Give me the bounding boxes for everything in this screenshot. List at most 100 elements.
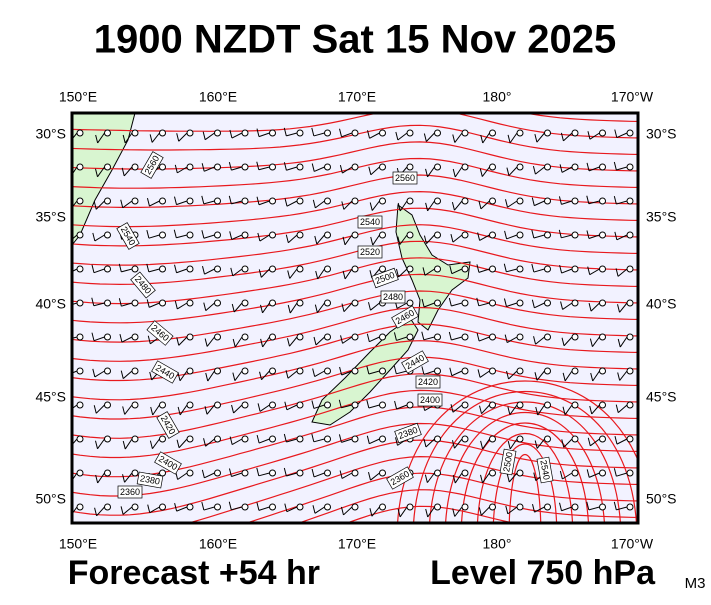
barb-flag (118, 298, 122, 307)
title: 1900 NZDT Sat 15 Nov 2025 (94, 18, 616, 62)
barb-shaft (509, 404, 518, 415)
barb-shaft (316, 302, 325, 313)
barb-shaft (342, 166, 353, 174)
station (159, 163, 166, 171)
station (104, 197, 111, 205)
barb-shaft (289, 302, 298, 314)
station (626, 367, 634, 375)
low-contour (461, 422, 589, 523)
barb-shaft (371, 506, 380, 517)
barb-flag (311, 127, 315, 137)
barb-flag (260, 304, 264, 313)
barb-shaft (286, 506, 298, 513)
barb-shaft (204, 132, 215, 141)
barb-flag (68, 169, 70, 177)
wind-barb (256, 502, 276, 511)
map-content (68, 113, 638, 523)
wind-barb (228, 468, 249, 477)
wind-barb (369, 197, 386, 211)
station (599, 401, 606, 409)
barb-shaft (561, 234, 573, 239)
barb-shaft (564, 404, 573, 416)
barb-flag (451, 202, 455, 211)
station (76, 503, 84, 511)
barb-shaft (94, 234, 105, 242)
barb-shaft (452, 234, 463, 243)
station (159, 435, 166, 443)
barb-flag (68, 202, 70, 210)
wind-barb (287, 265, 304, 279)
contour (72, 340, 638, 401)
barb-shaft (122, 506, 133, 515)
barb-flag (423, 235, 427, 244)
wind-barb (451, 197, 469, 211)
barb-flag (312, 368, 316, 377)
wind-barb (228, 501, 249, 511)
barb-shaft (563, 336, 573, 347)
wind-barb (283, 433, 304, 443)
station (214, 435, 221, 443)
barb-flag (395, 437, 399, 446)
barb-shaft (369, 336, 380, 343)
barb-shaft (178, 132, 188, 142)
barb-flag (287, 304, 291, 314)
wind-barb (342, 265, 359, 280)
barb-flag (122, 474, 126, 483)
barb-flag (452, 508, 456, 517)
barb-flag (176, 133, 180, 142)
wind-barb (338, 399, 359, 409)
barb-flag (425, 202, 429, 212)
station (131, 435, 139, 443)
wind-barb (559, 502, 579, 512)
barb-shaft (590, 302, 600, 312)
barb-flag (477, 232, 481, 241)
low-contour (413, 391, 637, 523)
barb-shaft (121, 336, 133, 343)
barb-flag (506, 370, 510, 380)
wind-barb (312, 197, 331, 209)
barb-flag (532, 165, 536, 175)
barb-flag (614, 129, 618, 138)
barb-shaft (617, 404, 628, 413)
station (516, 197, 524, 205)
barb-shaft (561, 506, 573, 512)
wind-barb (72, 265, 84, 273)
station (324, 367, 331, 375)
station (296, 299, 304, 307)
station (544, 129, 551, 137)
contour-label: 2500 (371, 267, 399, 289)
station (599, 197, 606, 205)
wind-barb (204, 333, 221, 347)
barb-shaft (176, 506, 188, 512)
station (571, 401, 579, 409)
station (379, 231, 386, 239)
barb-flag (479, 168, 483, 177)
wind-barb (590, 367, 606, 382)
barb-flag (393, 332, 397, 341)
barb-flag (617, 372, 621, 381)
barb-flag (533, 336, 537, 345)
wind-barb (231, 299, 249, 313)
barb-flag (314, 304, 318, 313)
wind-barb (229, 231, 249, 240)
wind-barb (93, 401, 111, 414)
station (571, 265, 579, 273)
barb-shaft (206, 336, 215, 347)
barb-shaft (537, 404, 545, 416)
barb-flag (476, 332, 480, 342)
barb-shaft (231, 132, 243, 139)
wind-barb (286, 333, 304, 347)
wind-barb (146, 197, 166, 207)
wind-barb (423, 231, 441, 244)
wind-barb (476, 332, 496, 342)
barb-flag (338, 434, 342, 443)
barb-flag (422, 267, 426, 276)
barb-flag (204, 406, 208, 415)
barb-shaft (97, 438, 105, 450)
wind-barb (120, 503, 139, 515)
station (599, 231, 606, 239)
contour-label: 2560 (392, 171, 418, 185)
wind-barb (94, 503, 111, 517)
barb-shaft (506, 336, 518, 344)
station (489, 163, 496, 171)
